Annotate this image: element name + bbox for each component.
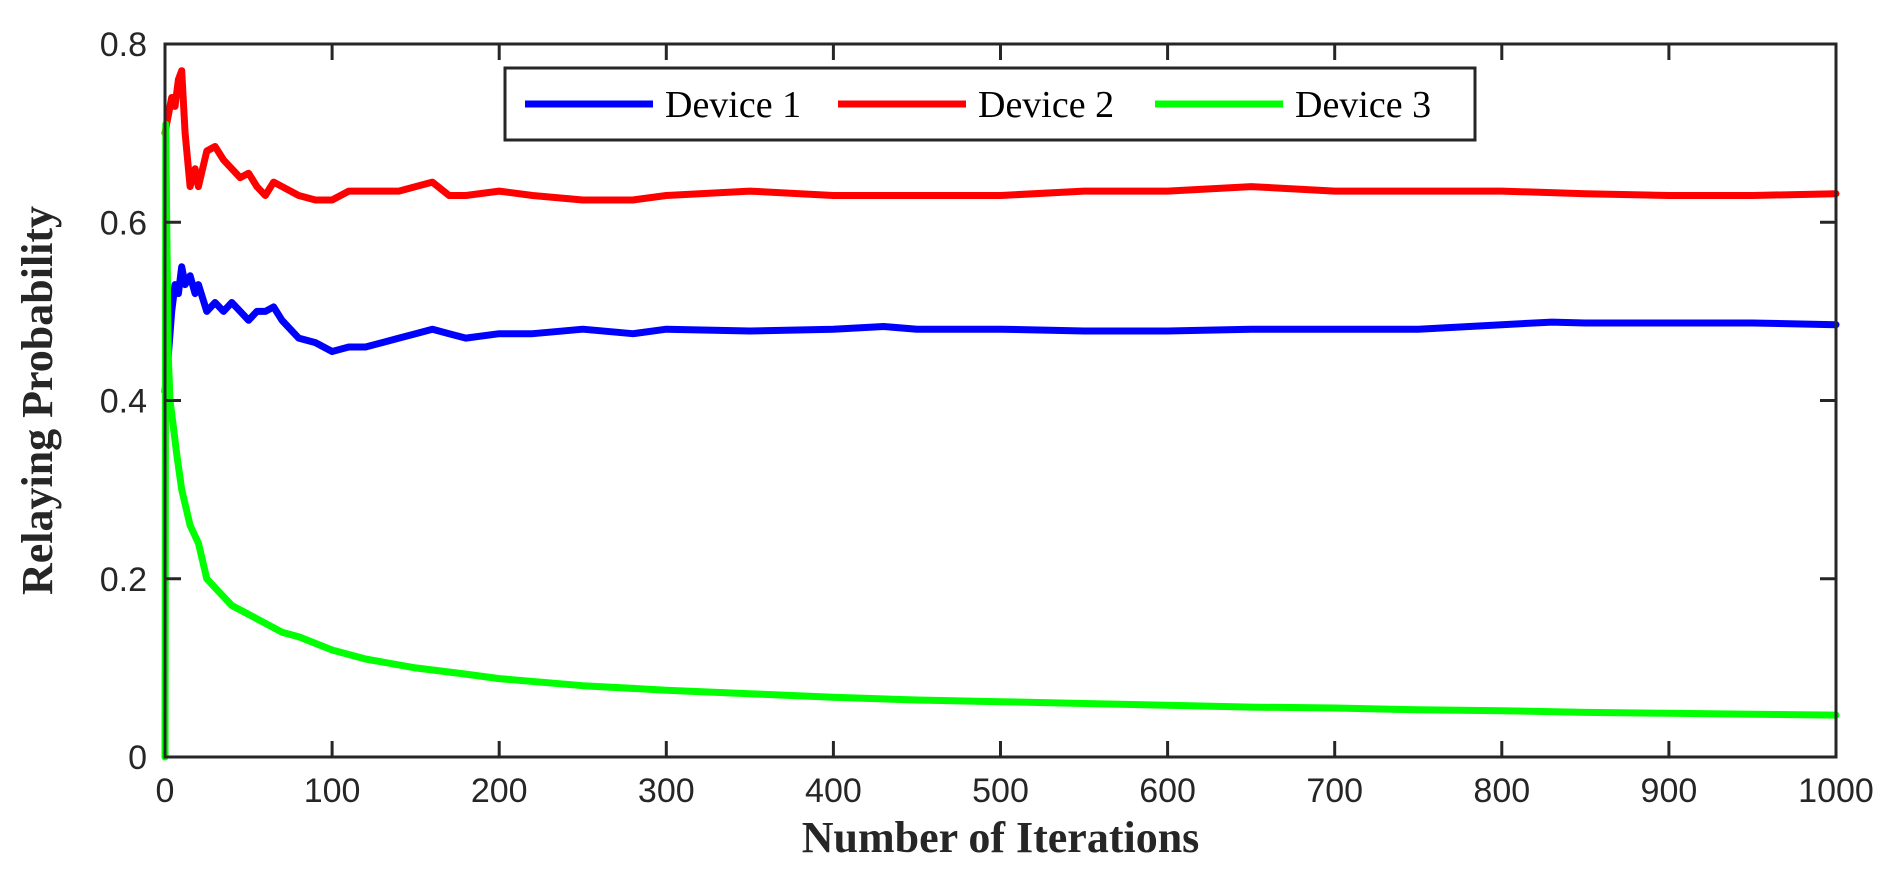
y-axis-label: Relaying Probability — [13, 206, 62, 595]
y-tick-label: 0.4 — [100, 383, 147, 421]
x-tick-label: 0 — [156, 772, 175, 810]
x-tick-label: 700 — [1306, 772, 1363, 810]
x-axis-ticks: 0 100 200 300 400 500 600 700 800 900 1000 — [156, 44, 1874, 810]
x-tick-label: 300 — [638, 772, 695, 810]
legend-label-2: Device 2 — [978, 84, 1114, 126]
legend-label-1: Device 1 — [665, 84, 801, 126]
x-tick-label: 1000 — [1798, 772, 1874, 810]
y-tick-label: 0 — [128, 739, 147, 777]
series-layer — [161, 67, 1840, 761]
x-tick-label: 800 — [1473, 772, 1530, 810]
legend-box — [503, 66, 1477, 142]
x-tick-label: 400 — [805, 772, 862, 810]
y-tick-label: 0.2 — [100, 561, 147, 599]
x-tick-label: 600 — [1139, 772, 1196, 810]
series-line-2 — [161, 67, 1840, 204]
y-tick-label: 0.6 — [100, 204, 147, 242]
y-axis-ticks: 0 0.2 0.4 0.6 0.8 — [100, 26, 1836, 777]
series-line-3 — [161, 120, 1840, 761]
x-tick-label: 200 — [471, 772, 528, 810]
x-tick-label: 100 — [304, 772, 361, 810]
series-line-1 — [161, 263, 1840, 396]
x-tick-label: 500 — [972, 772, 1029, 810]
legend: Device 1 Device 2 Device 3 — [503, 66, 1477, 142]
y-tick-label: 0.8 — [100, 26, 147, 64]
x-tick-label: 900 — [1641, 772, 1698, 810]
legend-label-3: Device 3 — [1295, 84, 1431, 126]
x-axis-label: Number of Iterations — [802, 813, 1200, 862]
